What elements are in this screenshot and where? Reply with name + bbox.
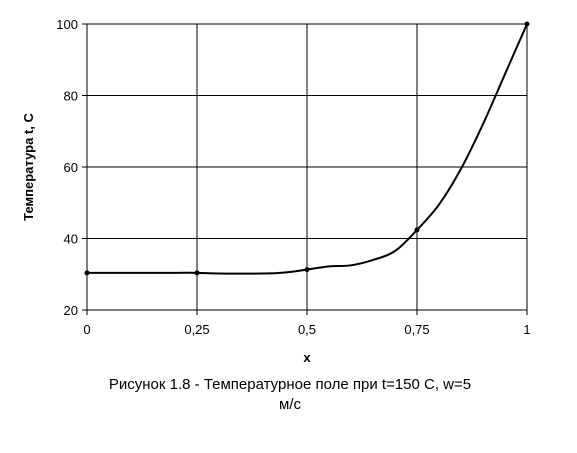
data-point: [194, 270, 200, 276]
x-tick-label: 0,5: [298, 322, 316, 337]
x-tick-label: 1: [523, 322, 530, 337]
data-point: [304, 267, 310, 273]
x-tick-label: 0,75: [404, 322, 429, 337]
y-axis-title: Температура t, С: [21, 113, 36, 221]
y-tick-label: 60: [64, 160, 78, 175]
y-tick-label: 100: [56, 17, 78, 32]
y-tick-label: 80: [64, 89, 78, 104]
series-temperature: [84, 21, 530, 276]
x-tick-label: 0: [83, 322, 90, 337]
y-tick-label: 20: [64, 303, 78, 318]
x-axis-title: x: [303, 350, 311, 365]
tick-labels: 0 0,25 0,5 0,75 1 20 40 60 80 100: [56, 17, 530, 337]
data-point: [84, 270, 90, 276]
y-tick-label: 40: [64, 232, 78, 247]
caption-line-1: Рисунок 1.8 - Температурное поле при t=1…: [108, 376, 472, 393]
grid-lines: [87, 24, 527, 310]
data-point: [414, 227, 420, 233]
data-point: [524, 21, 530, 27]
figure-caption: Рисунок 1.8 - Температурное поле при t=1…: [40, 375, 540, 415]
x-tick-label: 0,25: [184, 322, 209, 337]
caption-line-2: м/с: [279, 396, 301, 413]
